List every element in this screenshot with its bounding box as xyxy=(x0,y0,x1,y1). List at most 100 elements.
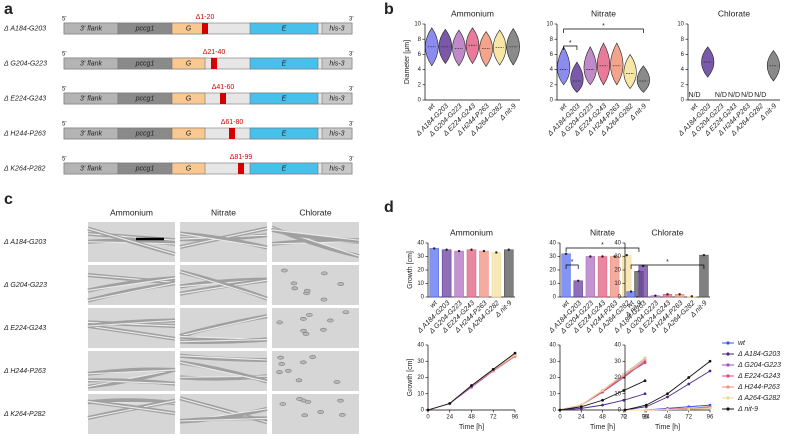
hypha-edge xyxy=(87,227,176,255)
series-point xyxy=(622,398,626,402)
series-point xyxy=(666,408,669,411)
series-point xyxy=(470,384,473,388)
construct-label: Δ G204-G223 xyxy=(3,60,47,67)
row-label: Δ G204-G223 xyxy=(3,282,47,289)
y-tick-label: 0 xyxy=(553,408,557,414)
bar xyxy=(585,256,596,298)
segment-label: his-3 xyxy=(329,25,344,32)
chart-title: Nitrate xyxy=(590,227,615,237)
series-point xyxy=(601,398,604,402)
bar-dot xyxy=(433,247,436,250)
x-tick-label: 48 xyxy=(599,415,606,421)
deletion-box xyxy=(238,163,244,174)
y-tick-label: 0 xyxy=(550,98,554,104)
hypha-edge xyxy=(87,277,176,292)
construct-segment xyxy=(249,57,319,70)
deletion-box xyxy=(211,58,217,69)
five-prime: 5' xyxy=(62,52,66,58)
y-tick-label: 20 xyxy=(549,375,556,381)
y-tick-label: 40 xyxy=(614,343,621,349)
significance-star: * xyxy=(602,23,605,30)
series-line xyxy=(427,352,516,411)
deletion-box xyxy=(202,23,208,34)
column-header: Ammonium xyxy=(110,207,153,217)
legend-label: Δ nit-9 xyxy=(737,406,758,413)
y-tick-label: 40 xyxy=(417,241,424,247)
five-prime: 5' xyxy=(62,87,66,93)
cell xyxy=(339,413,346,417)
construct-segment xyxy=(321,57,353,70)
hypha-edge xyxy=(87,319,176,327)
cell xyxy=(302,332,310,336)
y-tick-label: 30 xyxy=(417,254,424,260)
y-tick-label: 20 xyxy=(417,268,424,274)
hypha xyxy=(271,227,360,243)
violin xyxy=(479,31,493,68)
series-point xyxy=(708,369,712,373)
y-axis-label: Diameter [μm] xyxy=(404,40,411,84)
cell xyxy=(309,355,316,359)
cell xyxy=(337,398,344,403)
segment-label: G xyxy=(186,165,192,172)
cell xyxy=(276,370,283,375)
cell xyxy=(304,399,312,404)
x-axis-label: Time [h] xyxy=(655,424,680,431)
significance-star: * xyxy=(569,40,572,47)
x-tick-label: 48 xyxy=(664,415,671,421)
cell xyxy=(327,318,334,323)
y-tick-label: 10 xyxy=(614,391,621,397)
y-tick-label: 20 xyxy=(549,268,556,274)
hypha-edge xyxy=(87,379,176,385)
y-tick-label: 4 xyxy=(550,67,554,73)
three-prime: 3' xyxy=(349,52,353,58)
construct-segment xyxy=(321,162,353,175)
cell xyxy=(291,286,299,291)
construct-segment xyxy=(249,127,319,140)
series-point xyxy=(643,379,647,383)
segment-label: pccg1 xyxy=(135,165,155,172)
bar xyxy=(622,254,632,298)
cell xyxy=(306,312,313,317)
construct-segment xyxy=(171,127,206,140)
legend-marker xyxy=(726,374,730,378)
segment-label: E xyxy=(282,95,287,102)
segment-label: 3' flank xyxy=(80,130,102,137)
violin xyxy=(636,65,650,93)
bar-dot xyxy=(629,290,633,293)
y-tick-label: 30 xyxy=(417,359,424,365)
construct-label: Δ A184-G203 xyxy=(3,25,46,32)
row-label: Δ E224-G243 xyxy=(3,325,46,332)
five-prime: 5' xyxy=(62,17,66,23)
y-tick-label: 20 xyxy=(614,268,621,274)
y-tick-label: 4 xyxy=(418,67,422,73)
significance-bracket xyxy=(563,28,644,33)
hypha-edge xyxy=(87,274,176,284)
cell xyxy=(295,378,303,383)
legend-label: Δ H244-P263 xyxy=(737,384,780,391)
segment-label: E xyxy=(282,60,287,67)
micrograph xyxy=(180,222,267,262)
column-header: Chlorate xyxy=(299,207,331,217)
x-tick-label: wt xyxy=(427,102,438,113)
x-tick-label: 24 xyxy=(643,415,650,421)
y-tick-label: 2 xyxy=(681,82,685,88)
y-tick-label: 4 xyxy=(681,67,685,73)
bar xyxy=(441,249,452,298)
bar xyxy=(609,256,620,298)
deletion-label: Δ81-99 xyxy=(230,154,253,161)
series-point xyxy=(644,408,648,412)
legend-label: Δ G204-G223 xyxy=(737,362,781,369)
y-tick-label: 0 xyxy=(681,98,685,104)
y-tick-label: 0 xyxy=(618,408,622,414)
y-tick-label: 6 xyxy=(418,52,422,58)
x-tick-label: 0 xyxy=(558,415,562,421)
legend-label: wt xyxy=(738,340,746,347)
cell xyxy=(279,402,287,406)
legend-marker xyxy=(726,385,730,389)
x-axis-label: Time [h] xyxy=(459,424,484,431)
segment-label: 3' flank xyxy=(80,165,102,172)
series-point xyxy=(687,382,691,386)
x-tick-label: 0 xyxy=(426,415,430,421)
y-tick-label: 0 xyxy=(618,295,622,301)
bar-dot xyxy=(564,252,568,255)
